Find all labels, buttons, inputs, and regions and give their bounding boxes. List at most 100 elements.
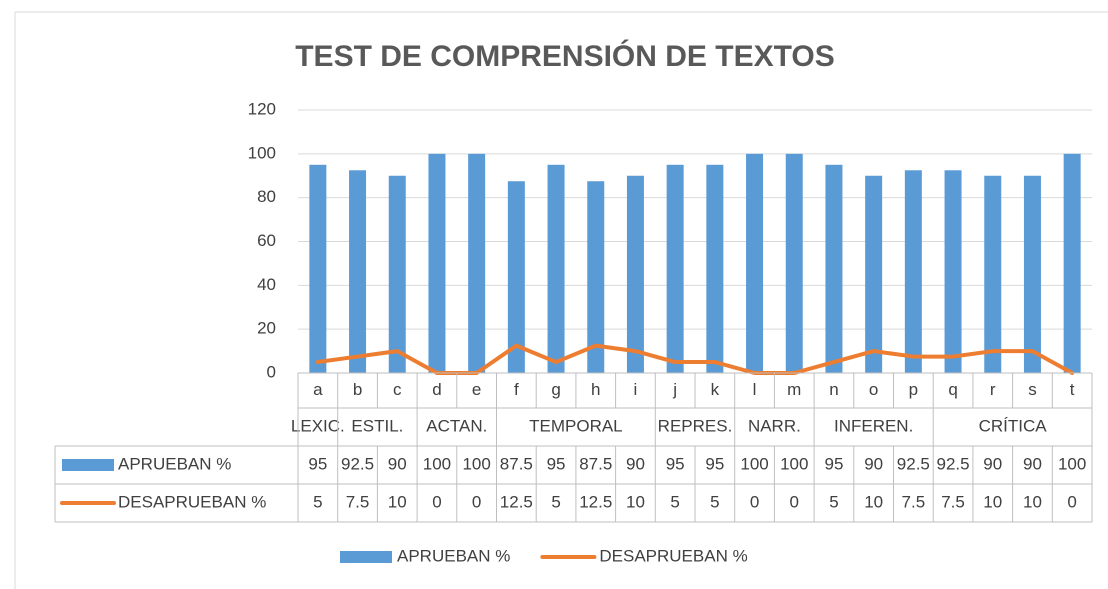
x-tick-label: c xyxy=(393,380,402,399)
bar xyxy=(1063,153,1081,373)
y-tick-label: 20 xyxy=(257,319,276,338)
bar xyxy=(547,164,565,373)
table-series-name: APRUEBAN % xyxy=(118,454,231,473)
x-tick-label: n xyxy=(829,380,838,399)
table-value: 100 xyxy=(423,454,451,473)
x-tick-label: p xyxy=(909,380,918,399)
x-tick-label: g xyxy=(551,380,560,399)
chart-title: TEST DE COMPRENSIÓN DE TEXTOS xyxy=(295,39,835,73)
bar xyxy=(507,181,525,373)
x-tick-label: h xyxy=(591,380,600,399)
group-label: CRÍTICA xyxy=(979,416,1048,435)
table-value: 95 xyxy=(308,454,327,473)
x-tick-label: d xyxy=(432,380,441,399)
table-value: 100 xyxy=(780,454,808,473)
x-tick-label: q xyxy=(948,380,957,399)
bar xyxy=(825,164,843,373)
table-value: 0 xyxy=(1067,492,1076,511)
group-label: ACTAN. xyxy=(426,416,487,435)
table-value: 5 xyxy=(829,492,838,511)
x-tick-label: k xyxy=(711,380,720,399)
x-tick-label: r xyxy=(990,380,996,399)
table-value: 92.5 xyxy=(341,454,374,473)
table-value: 90 xyxy=(983,454,1002,473)
bar xyxy=(984,175,1002,373)
table-value: 7.5 xyxy=(902,492,926,511)
table-value: 10 xyxy=(388,492,407,511)
x-tick-label: o xyxy=(869,380,878,399)
table-value: 0 xyxy=(472,492,481,511)
legend-label: DESAPRUEBAN % xyxy=(599,546,747,565)
legend-label: APRUEBAN % xyxy=(397,546,510,565)
table-value: 0 xyxy=(790,492,799,511)
bar xyxy=(1023,175,1041,373)
table-series-name: DESAPRUEBAN % xyxy=(118,492,266,511)
table-value: 90 xyxy=(1023,454,1042,473)
table-value: 7.5 xyxy=(941,492,965,511)
table-value: 90 xyxy=(388,454,407,473)
table-value: 100 xyxy=(740,454,768,473)
table-value: 90 xyxy=(864,454,883,473)
table-value: 5 xyxy=(670,492,679,511)
table-value: 92.5 xyxy=(937,454,970,473)
x-tick-label: a xyxy=(313,380,323,399)
table-value: 100 xyxy=(1058,454,1086,473)
table-value: 10 xyxy=(864,492,883,511)
table-value: 7.5 xyxy=(346,492,370,511)
table-value: 10 xyxy=(983,492,1002,511)
table-legend-key xyxy=(62,459,114,471)
table-value: 12.5 xyxy=(579,492,612,511)
bar xyxy=(349,170,367,373)
table-value: 12.5 xyxy=(500,492,533,511)
y-tick-label: 0 xyxy=(267,362,276,381)
bar xyxy=(428,153,446,373)
bar xyxy=(388,175,406,373)
table-value: 5 xyxy=(551,492,560,511)
x-tick-label: e xyxy=(472,380,481,399)
table-value: 95 xyxy=(705,454,724,473)
group-label: LEXIC. xyxy=(291,416,345,435)
bar xyxy=(746,153,764,373)
table-value: 5 xyxy=(313,492,322,511)
bar xyxy=(865,175,883,373)
table-value: 100 xyxy=(462,454,490,473)
y-tick-label: 100 xyxy=(248,143,276,162)
table-value: 95 xyxy=(547,454,566,473)
bar xyxy=(785,153,803,373)
table-value: 90 xyxy=(626,454,645,473)
table-value: 95 xyxy=(824,454,843,473)
table-value: 95 xyxy=(666,454,685,473)
x-tick-label: t xyxy=(1070,380,1075,399)
group-label: ESTIL. xyxy=(351,416,403,435)
table-value: 0 xyxy=(432,492,441,511)
bar xyxy=(626,175,644,373)
table-value: 87.5 xyxy=(579,454,612,473)
y-tick-label: 80 xyxy=(257,187,276,206)
table-value: 10 xyxy=(626,492,645,511)
x-tick-label: b xyxy=(353,380,362,399)
bar xyxy=(468,153,486,373)
bar xyxy=(666,164,684,373)
table-value: 10 xyxy=(1023,492,1042,511)
bar xyxy=(587,181,605,373)
group-label: REPRES. xyxy=(658,416,733,435)
x-tick-label: s xyxy=(1028,380,1037,399)
bar xyxy=(706,164,724,373)
group-label: TEMPORAL xyxy=(529,416,623,435)
x-tick-label: f xyxy=(514,380,519,399)
bar xyxy=(944,170,962,373)
table-value: 87.5 xyxy=(500,454,533,473)
table-value: 5 xyxy=(710,492,719,511)
group-label: INFEREN. xyxy=(834,416,913,435)
x-tick-label: m xyxy=(787,380,801,399)
x-tick-label: i xyxy=(634,380,638,399)
x-tick-label: j xyxy=(672,380,677,399)
y-tick-label: 120 xyxy=(248,99,276,118)
x-tick-label: l xyxy=(753,380,757,399)
y-tick-label: 40 xyxy=(257,275,276,294)
legend-key xyxy=(340,551,392,563)
table-value: 92.5 xyxy=(897,454,930,473)
bar xyxy=(309,164,327,373)
y-tick-label: 60 xyxy=(257,231,276,250)
